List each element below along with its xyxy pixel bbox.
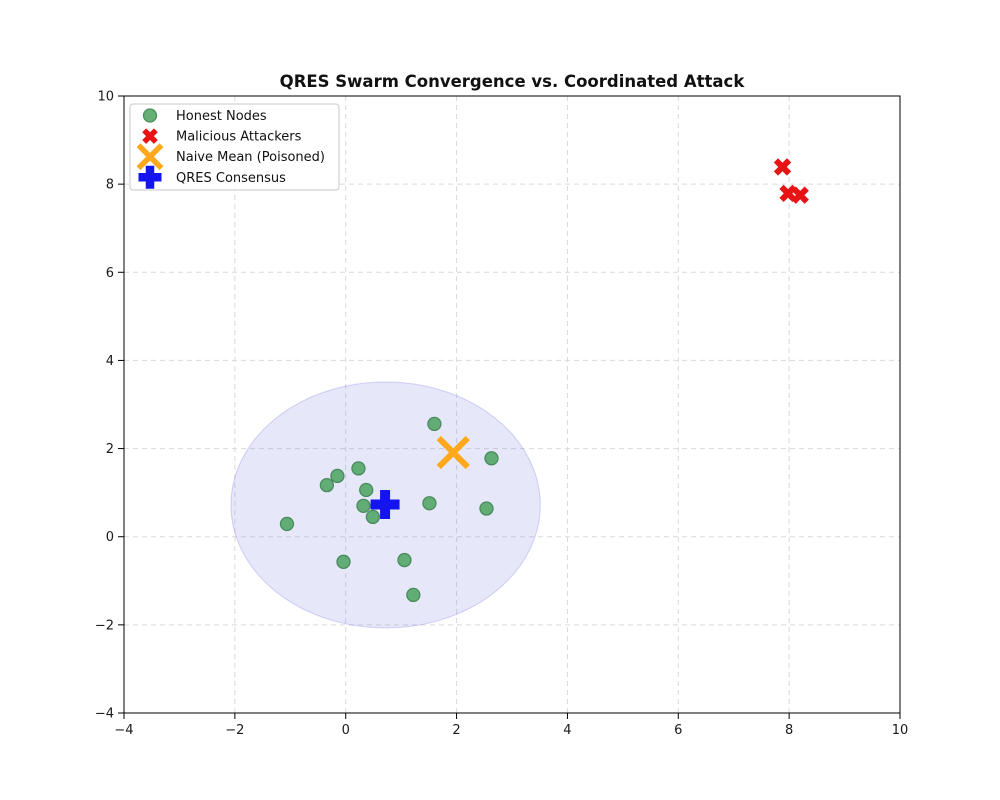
malicious-attacker-marker-shape xyxy=(779,184,797,203)
series-honest xyxy=(279,416,499,603)
y-tick-label: 8 xyxy=(106,178,114,193)
naive-mean-legend-marker-icon xyxy=(136,143,164,171)
plot-border xyxy=(123,95,901,714)
x-tick-label: −4 xyxy=(114,723,133,738)
naive-mean-marker xyxy=(436,435,470,470)
honest-node-marker xyxy=(479,501,494,516)
qres-legend-marker-icon-shape xyxy=(138,165,162,189)
y-tick-label: 4 xyxy=(106,354,114,369)
malicious-attacker-marker-shape xyxy=(791,186,809,204)
series-naive-mean xyxy=(436,435,470,470)
honest-node-marker xyxy=(422,496,437,511)
malicious-attacker-marker-shape xyxy=(773,158,792,176)
qres-consensus-marker-shape xyxy=(370,490,400,520)
honest-node-marker xyxy=(330,468,345,484)
legend-item-label: Naive Mean (Poisoned) xyxy=(176,150,325,165)
attackers-legend-marker-icon xyxy=(142,128,158,144)
honest-node-marker xyxy=(336,554,351,569)
y-tick-label: −4 xyxy=(95,707,114,722)
legend: Honest Nodes Malicious Attackers Naive Mea… xyxy=(129,103,340,191)
honest-node-marker xyxy=(365,509,381,525)
legend-item-naive-mean: Naive Mean (Poisoned) xyxy=(136,143,325,171)
legend-item-honest: Honest Nodes xyxy=(142,108,267,124)
malicious-attacker-marker xyxy=(773,158,792,176)
x-tick-label: 2 xyxy=(452,723,460,738)
malicious-attacker-marker xyxy=(791,186,809,204)
malicious-attacker-marker xyxy=(779,184,797,203)
honest-node-marker xyxy=(356,498,371,514)
honest-node-marker xyxy=(397,552,412,568)
x-tick-label: −2 xyxy=(225,723,244,738)
qres-consensus-marker xyxy=(370,490,400,520)
legend-item-qres: QRES Consensus xyxy=(138,165,286,189)
honest-node-marker xyxy=(351,461,366,476)
y-tick-label: 10 xyxy=(97,90,114,105)
qres-legend-marker-icon xyxy=(138,165,162,189)
legend-box xyxy=(129,103,340,191)
series-attackers xyxy=(773,158,809,204)
honest-node-marker xyxy=(427,416,442,432)
x-tick-label: 6 xyxy=(674,723,682,738)
honest-node-marker xyxy=(319,478,335,493)
honest-legend-marker-icon xyxy=(142,108,158,123)
chart-title: QRES Swarm Convergence vs. Coordinated A… xyxy=(280,72,746,91)
x-tick-label: 10 xyxy=(892,723,909,738)
x-tick-label: 4 xyxy=(563,723,571,738)
attackers-legend-marker-icon-shape xyxy=(142,128,158,144)
legend-item-label: Honest Nodes xyxy=(176,109,267,124)
y-tick-label: 0 xyxy=(106,530,114,545)
x-tick-label: 8 xyxy=(785,723,793,738)
legend-item-label: Malicious Attackers xyxy=(176,130,302,145)
legend-item-label: QRES Consensus xyxy=(176,171,286,186)
honest-node-marker xyxy=(484,451,499,466)
axes-ticks: −4 −2 0 2 4 6 8 10 −4 −2 0 2 4 6 8 10 xyxy=(95,90,908,739)
x-tick-label: 0 xyxy=(342,723,350,738)
y-tick-label: −2 xyxy=(95,618,114,633)
honest-node-marker xyxy=(359,482,374,498)
series-qres xyxy=(370,490,400,520)
y-tick-label: 6 xyxy=(106,266,114,281)
y-tick-label: 2 xyxy=(106,442,114,457)
honest-node-marker xyxy=(406,587,421,603)
honest-node-marker xyxy=(279,516,295,532)
legend-item-attackers: Malicious Attackers xyxy=(142,128,302,145)
